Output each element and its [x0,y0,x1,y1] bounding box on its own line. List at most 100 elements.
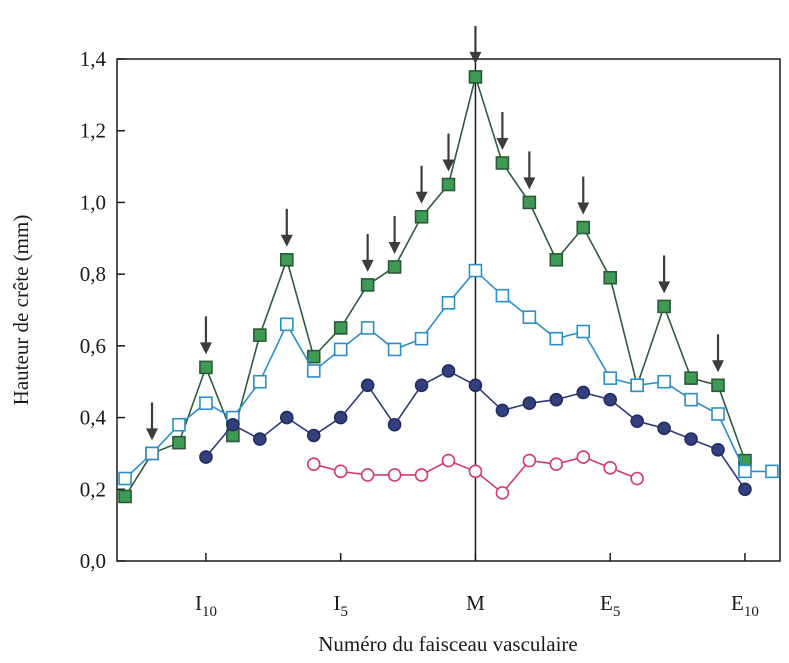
data-point [468,263,483,278]
data-point [306,428,321,443]
arrow-head [523,177,536,190]
data-point [199,396,213,411]
highlight-arrow [658,255,671,294]
data-point [522,310,537,324]
data-point [495,403,510,418]
plot-frame [116,58,781,562]
data-point [387,260,402,274]
x-tick-main: E [600,591,613,615]
arrow-head [199,342,212,355]
highlight-arrow [496,111,509,150]
x-tick-subscript: 5 [340,604,348,620]
data-point [657,421,671,436]
data-point [603,371,618,385]
x-tick-label: M [466,591,485,615]
data-point [711,407,725,421]
data-point [279,317,294,332]
arrow-head [146,428,159,441]
x-tick-label: I10 [195,591,217,620]
arrow-head [712,360,725,373]
data-point [118,471,132,486]
arrow-head [469,51,482,64]
x-tick-main: M [466,591,485,615]
x-tick-label: E5 [600,591,620,620]
x-axis-label: Numéro du faisceau vasculaire [318,632,577,656]
data-point [549,392,564,407]
data-point [333,321,348,335]
data-point [279,410,294,425]
data-point [253,328,267,342]
y-tick-label: 0,2 [80,477,106,501]
series-line [124,73,746,497]
series-circle-open [306,450,644,500]
highlight-arrow [577,176,590,215]
y-tick-label: 0,0 [80,549,106,573]
data-point [765,464,779,479]
y-tick-label: 1,2 [80,119,106,143]
data-point [738,464,752,479]
data-point [306,364,321,378]
data-point [549,457,564,471]
data-point [441,364,456,378]
data-point [630,471,644,486]
highlight-arrow [712,334,725,373]
highlight-arrow [442,133,455,172]
arrow-head [442,159,455,172]
y-axis-label: Hauteur de crête (mm) [9,215,33,406]
data-point [576,385,591,400]
x-tick-label: E10 [731,591,759,620]
highlight-arrow [415,165,428,204]
data-point [226,417,240,432]
data-point [333,342,348,357]
data-point [172,435,186,450]
arrow-head [577,202,590,215]
x-tick-main: I [333,591,340,615]
data-point [333,464,348,479]
data-point [441,453,456,468]
arrow-head [658,281,671,294]
x-tick-label: I5 [333,591,348,620]
data-point [576,324,591,339]
highlight-arrow [280,208,293,247]
data-point [468,464,483,479]
data-point [684,432,698,446]
x-axis: I10 I5 M E5 E10 [195,553,759,620]
data-point [387,468,402,482]
data-point [657,299,671,314]
arrow-head [280,234,293,247]
series-square-open [118,263,779,486]
arrow-head [496,137,509,150]
data-point [549,253,564,267]
data-point [576,450,591,464]
data-point [495,288,510,303]
highlight-arrow [361,233,374,272]
x-tick-main: E [731,591,744,615]
data-point [684,392,698,407]
data-point [360,278,375,292]
data-point [306,349,321,364]
x-tick-main: I [195,591,202,615]
series-layer [118,70,779,504]
data-point [360,378,375,393]
y-tick-label: 0,8 [80,262,106,286]
x-tick-subscript: 10 [202,604,217,620]
data-point [603,392,618,407]
data-point [657,374,671,389]
data-point [172,417,186,432]
y-tick-label: 1,0 [80,190,106,214]
arrow-head [388,241,401,254]
y-axis: 0,0 0,2 0,4 0,6 0,8 1,0 1,2 1,4 [80,47,125,573]
arrow-head [361,259,374,272]
data-point [414,209,429,224]
data-point [684,371,698,385]
highlight-arrow [523,151,536,190]
data-point [711,443,725,457]
data-point [549,331,564,346]
data-point [522,195,537,210]
data-point [145,446,159,461]
data-point [414,378,429,393]
data-point [118,489,132,504]
data-point [441,296,456,310]
arrow-head [415,191,428,204]
